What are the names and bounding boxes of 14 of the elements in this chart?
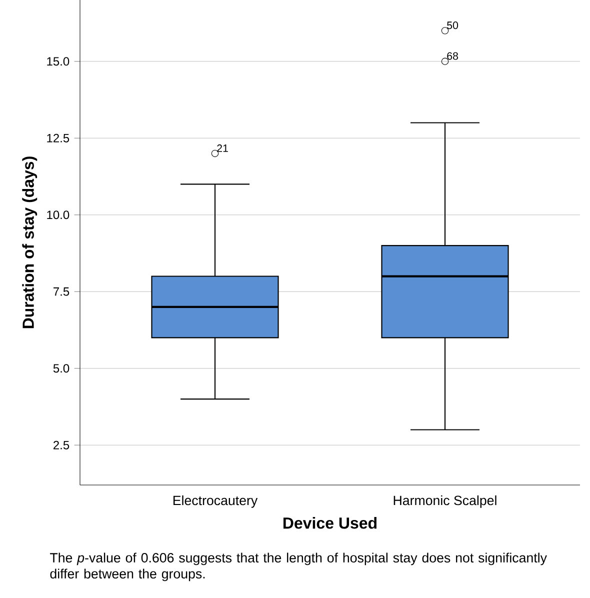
y-tick-label: 10.0 (47, 210, 70, 220)
y-tick-label: 2.5 (54, 440, 70, 450)
x-tick-label: Electrocautery (173, 495, 258, 508)
y-tick-label: 7.5 (54, 287, 70, 296)
annotation: 68 (447, 52, 458, 60)
y-tick-label: 15.0 (47, 57, 70, 66)
annotation: 50 (447, 22, 458, 30)
text: The p-value of 0.606 suggests that the length of hospital stay does not significantly differ between the groups. (50, 552, 547, 582)
y-tick-label: 12.5 (47, 134, 70, 142)
x-tick-label: Harmonic Scalpel (394, 495, 496, 508)
x-axis-title: Device Used (283, 516, 376, 529)
annotation: 21 (217, 144, 228, 152)
y-tick-label: 5.0 (53, 364, 70, 373)
y-axis-title: Duration of stay (days) (22, 156, 38, 328)
